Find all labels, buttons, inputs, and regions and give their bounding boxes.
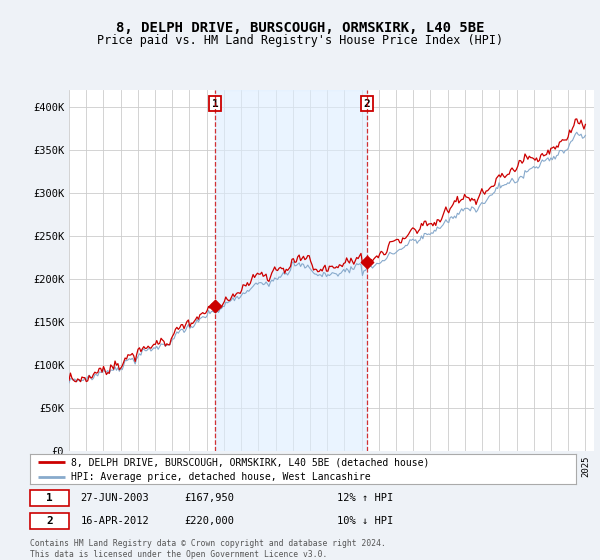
Text: 12% ↑ HPI: 12% ↑ HPI xyxy=(337,493,393,503)
Text: 1: 1 xyxy=(46,493,53,503)
Text: 27-JUN-2003: 27-JUN-2003 xyxy=(80,493,149,503)
Text: 1: 1 xyxy=(212,99,218,109)
Bar xyxy=(215,90,367,451)
FancyBboxPatch shape xyxy=(30,513,70,529)
Text: £220,000: £220,000 xyxy=(184,516,234,526)
Text: 16-APR-2012: 16-APR-2012 xyxy=(80,516,149,526)
Text: £167,950: £167,950 xyxy=(184,493,234,503)
Text: 10% ↓ HPI: 10% ↓ HPI xyxy=(337,516,393,526)
Point xyxy=(362,257,371,266)
Text: 2: 2 xyxy=(46,516,53,526)
Text: 8, DELPH DRIVE, BURSCOUGH, ORMSKIRK, L40 5BE (detached house): 8, DELPH DRIVE, BURSCOUGH, ORMSKIRK, L40… xyxy=(71,457,430,467)
Text: Contains HM Land Registry data © Crown copyright and database right 2024.
This d: Contains HM Land Registry data © Crown c… xyxy=(30,539,386,559)
Text: 8, DELPH DRIVE, BURSCOUGH, ORMSKIRK, L40 5BE: 8, DELPH DRIVE, BURSCOUGH, ORMSKIRK, L40… xyxy=(116,21,484,35)
FancyBboxPatch shape xyxy=(30,489,70,506)
Point xyxy=(211,302,220,311)
Text: HPI: Average price, detached house, West Lancashire: HPI: Average price, detached house, West… xyxy=(71,472,371,482)
Text: Price paid vs. HM Land Registry's House Price Index (HPI): Price paid vs. HM Land Registry's House … xyxy=(97,34,503,46)
Text: 2: 2 xyxy=(364,99,370,109)
